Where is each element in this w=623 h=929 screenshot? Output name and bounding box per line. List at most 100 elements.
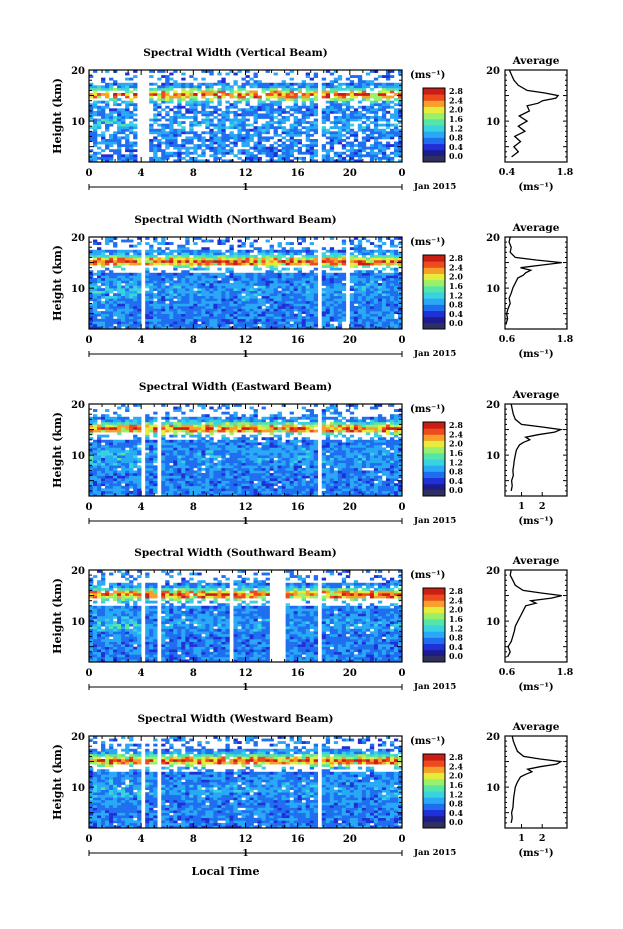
heat-cell <box>189 460 194 464</box>
heat-cell <box>173 313 178 317</box>
heat-cell <box>273 308 278 312</box>
heat-cell <box>281 283 286 286</box>
heat-cell <box>93 465 98 469</box>
heat-cell <box>197 265 202 268</box>
heat-cell <box>217 290 222 294</box>
heat-cell <box>253 298 258 302</box>
heat-cell <box>357 128 363 132</box>
heat-cell <box>105 93 110 96</box>
heat-cell <box>265 323 270 327</box>
heat-cell <box>393 290 399 294</box>
heat-cell <box>109 295 114 299</box>
heat-cell <box>105 475 110 479</box>
heat-cell <box>93 151 98 155</box>
heat-cell <box>93 485 98 489</box>
heat-cell <box>105 450 110 453</box>
heat-cell <box>381 123 387 127</box>
heat-cell <box>225 72 230 76</box>
heat-cell <box>273 306 278 309</box>
heat-cell <box>397 318 403 322</box>
heat-cell <box>309 156 315 160</box>
heat-cell <box>113 149 118 153</box>
heat-cell <box>89 424 94 428</box>
heat-cell <box>257 293 262 297</box>
heat-cell <box>381 108 387 112</box>
heat-cell <box>197 288 202 291</box>
heat-cell <box>265 110 270 114</box>
heat-cell <box>333 126 339 130</box>
x-tick-label: 12 <box>239 335 253 346</box>
heat-cell <box>225 133 230 137</box>
heat-cell <box>321 303 327 307</box>
heat-cell <box>89 485 94 489</box>
heat-cell <box>197 295 202 299</box>
heat-cell <box>237 295 242 299</box>
heat-cell <box>105 326 110 330</box>
heat-cell <box>229 275 234 279</box>
heat-cell <box>381 249 387 253</box>
heat-cell <box>297 110 302 114</box>
heat-cell <box>145 290 150 294</box>
heat-cell <box>93 321 98 325</box>
heat-cell <box>189 300 194 304</box>
x-tick-label: 8 <box>190 335 197 346</box>
heat-cell <box>181 467 186 471</box>
heat-cell <box>173 257 178 261</box>
heat-cell <box>285 293 290 297</box>
heat-cell <box>301 118 306 122</box>
heat-cell <box>233 113 238 117</box>
heat-cell <box>269 116 274 119</box>
heat-cell <box>181 257 186 261</box>
heat-cell <box>149 488 154 492</box>
heat-cell <box>89 260 94 263</box>
heat-cell <box>217 323 222 327</box>
heat-cell <box>169 151 174 155</box>
heat-cell <box>289 293 294 297</box>
heat-cell <box>185 151 190 155</box>
heat-cell <box>93 316 98 320</box>
heat-cell <box>181 457 186 461</box>
heat-cell <box>193 267 198 271</box>
heat-cell <box>109 237 114 240</box>
heat-cell <box>357 283 363 286</box>
heat-cell <box>101 280 106 284</box>
heat-cell <box>93 488 98 492</box>
heat-cell <box>189 416 194 420</box>
heat-cell <box>341 151 347 155</box>
heat-cell <box>129 490 134 494</box>
heat-cell <box>165 421 170 425</box>
heat-cell <box>293 262 298 266</box>
heat-cell <box>213 283 218 286</box>
heat-cell <box>173 326 178 330</box>
heat-cell <box>217 151 222 155</box>
heat-cell <box>257 98 262 101</box>
heat-cell <box>333 93 339 96</box>
heat-cell <box>173 478 178 481</box>
heat-cell <box>281 136 286 140</box>
heat-cell <box>385 100 391 104</box>
heat-cell <box>249 154 254 158</box>
heat-cell <box>149 244 154 248</box>
heat-cell <box>201 316 206 320</box>
heat-cell <box>337 252 343 256</box>
heat-cell <box>333 262 339 266</box>
heat-cell <box>321 316 327 320</box>
heat-cell <box>161 90 166 94</box>
heat-cell <box>169 485 174 489</box>
heat-cell <box>177 277 182 281</box>
heat-cell <box>157 77 162 81</box>
heat-cell <box>345 108 351 112</box>
heat-cell <box>397 82 403 86</box>
heat-cell <box>189 141 194 145</box>
heat-cell <box>93 298 98 302</box>
heat-cell <box>117 280 122 284</box>
heat-cell <box>97 242 102 245</box>
heat-cell <box>277 123 282 127</box>
heat-cell <box>289 257 294 261</box>
heat-cell <box>353 159 359 163</box>
heat-cell <box>353 151 359 155</box>
heat-cell <box>313 306 319 309</box>
heat-cell <box>125 485 130 489</box>
heat-cell <box>349 110 355 114</box>
heat-cell <box>297 318 302 322</box>
